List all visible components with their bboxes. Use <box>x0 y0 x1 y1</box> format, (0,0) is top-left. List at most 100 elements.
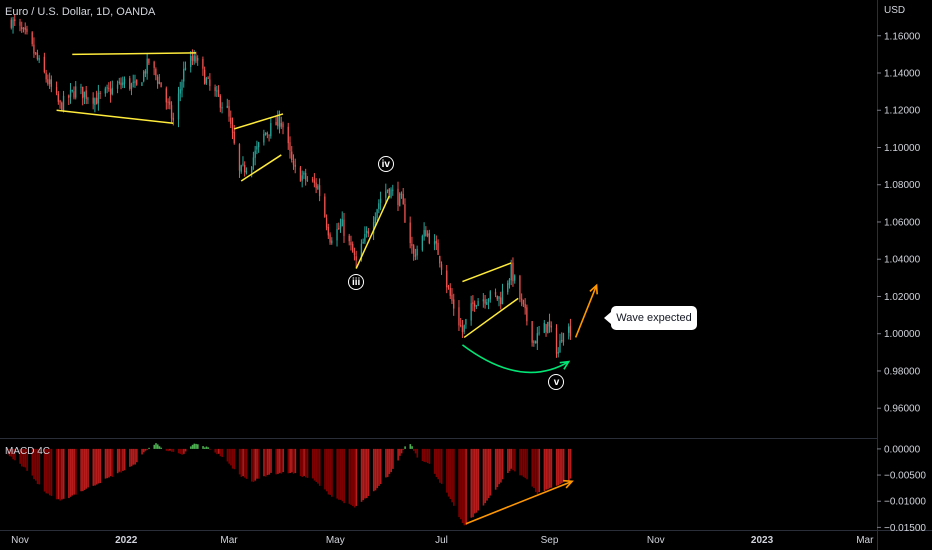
macd-histogram-bar <box>132 448 135 465</box>
time-tick-label: Jul <box>435 535 448 546</box>
macd-histogram-bar <box>475 448 478 513</box>
macd-histogram-bar <box>83 448 86 490</box>
candle-body <box>526 307 528 322</box>
candle-body <box>221 107 223 109</box>
macd-histogram-bar <box>238 448 241 475</box>
macd-histogram-bar <box>411 446 413 449</box>
candle-body <box>282 123 284 128</box>
macd-histogram-bar <box>416 448 419 458</box>
candle-body <box>280 123 282 127</box>
macd-histogram-bar <box>177 448 180 454</box>
macd-histogram-bar <box>217 448 220 454</box>
macd-histogram-bar <box>8 448 11 457</box>
macd-histogram-bar <box>35 448 37 481</box>
candle-body <box>231 124 234 133</box>
macd-histogram-bar <box>569 448 572 479</box>
macd-histogram-bar <box>547 448 549 490</box>
macd-histogram-bar <box>536 448 539 494</box>
candle-body <box>205 78 208 84</box>
pattern-trendline <box>234 113 284 130</box>
macd-histogram-bar <box>85 448 88 489</box>
macd-histogram-bar <box>526 448 528 480</box>
candle-body <box>500 297 502 305</box>
candle-body <box>278 116 281 128</box>
macd-histogram-bar <box>214 448 217 453</box>
pattern-trendline <box>462 262 512 283</box>
price-tick-label: 1.04000 <box>884 255 921 266</box>
macd-histogram-bar <box>440 448 443 484</box>
macd-histogram-bar <box>43 448 46 492</box>
candle-body <box>355 256 357 261</box>
macd-histogram-bar <box>568 448 570 481</box>
candle-body <box>61 102 63 111</box>
macd-histogram-bar <box>244 448 246 478</box>
macd-histogram-bar <box>59 448 62 501</box>
candle-body <box>329 234 331 243</box>
macd-histogram-bar <box>294 448 297 473</box>
macd-histogram-bar <box>512 448 514 471</box>
candle-body <box>411 243 413 246</box>
macd-histogram-bar <box>268 448 271 475</box>
macd-histogram-bar <box>287 448 290 474</box>
macd-histogram-bar <box>404 446 406 449</box>
candle-body <box>245 171 248 173</box>
macd-histogram-bar <box>414 448 417 454</box>
time-tick-label: Mar <box>220 535 238 546</box>
indicator-label[interactable]: MACD 4C <box>5 446 51 457</box>
candle-body <box>12 19 14 28</box>
macd-histogram-bar <box>193 443 196 449</box>
candle-body <box>183 69 185 82</box>
candle-body <box>217 89 220 97</box>
macd-histogram-bar <box>470 448 473 518</box>
macd-histogram-bar <box>36 448 39 484</box>
macd-histogram-bar <box>195 443 197 449</box>
candle-body <box>482 299 484 302</box>
macd-histogram-bar <box>153 444 156 449</box>
candle-body <box>256 146 258 150</box>
candle-body <box>421 235 424 251</box>
wave-label-v[interactable]: v <box>548 374 565 391</box>
macd-histogram-bar <box>57 448 60 500</box>
macd-histogram-bar <box>510 448 513 469</box>
candle-body <box>305 173 307 180</box>
macd-histogram-bar <box>500 448 502 483</box>
symbol-title[interactable]: Euro / U.S. Dollar, 1D, OANDA <box>5 6 156 18</box>
macd-histogram-bar <box>155 443 157 449</box>
macd-histogram-bar <box>364 448 366 499</box>
macd-histogram-bar <box>55 448 58 500</box>
wave-label-iv[interactable]: iv <box>377 156 394 173</box>
candle-body <box>378 203 380 209</box>
candle-body <box>299 167 302 182</box>
candle-body <box>156 76 159 84</box>
macd-histogram-bar <box>360 448 363 502</box>
pattern-trendline <box>56 109 174 125</box>
macd-histogram-bar <box>514 448 516 472</box>
candle-body <box>472 302 474 305</box>
macd-histogram-bar <box>555 448 558 486</box>
macd-histogram-bar <box>264 448 267 477</box>
candle-body <box>400 193 403 195</box>
macd-histogram-bar <box>167 448 170 452</box>
candle-body <box>458 307 460 326</box>
macd-histogram-bar <box>367 448 370 496</box>
candle-body <box>385 191 387 198</box>
macd-histogram-bar <box>378 448 380 486</box>
candle-body <box>10 19 12 28</box>
candle-body <box>116 84 119 89</box>
candle-body <box>111 87 113 94</box>
candle-body <box>555 327 558 354</box>
candle-body <box>447 286 450 288</box>
time-tick-label: Nov <box>647 535 665 546</box>
macd-histogram-bar <box>95 448 98 485</box>
candle-body <box>460 324 462 326</box>
wave-expected-callout[interactable]: Wave expected <box>604 306 697 330</box>
wave-label-iii[interactable]: iii <box>348 273 365 290</box>
candle-body <box>242 163 244 165</box>
macd-histogram-bar <box>24 448 27 468</box>
macd-histogram-bar <box>338 448 340 500</box>
candle-body <box>45 72 47 80</box>
macd-histogram-bar <box>477 448 480 511</box>
price-tick-label: 1.08000 <box>884 180 921 191</box>
macd-histogram-bar <box>446 448 448 493</box>
macd-tick-label: −0.01000 <box>884 497 926 508</box>
